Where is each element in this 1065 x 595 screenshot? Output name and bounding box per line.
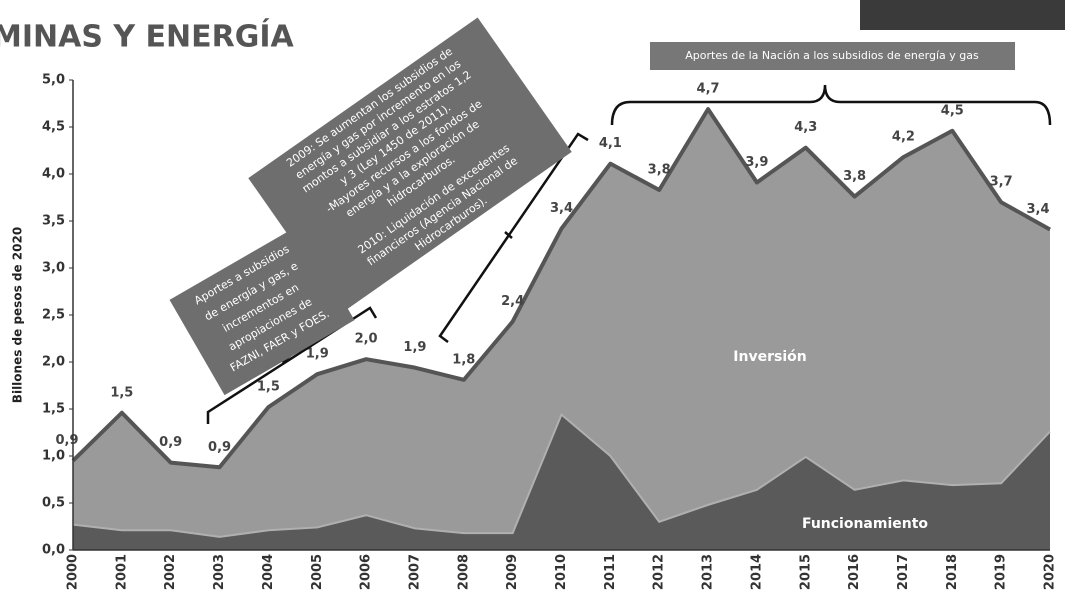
bracket [438,132,589,343]
x-tick-label: 2005 [310,554,325,590]
x-tick-label: 2000 [66,554,81,590]
data-label: 0,9 [55,433,78,448]
data-label: 3,8 [648,162,671,177]
data-label: 2,4 [501,294,524,309]
x-tick-label: 2018 [945,554,960,590]
series-line [72,412,1051,538]
data-label: 1,8 [452,352,475,367]
photo [860,0,1065,30]
y-tick-label: 2,0 [42,355,65,370]
data-label: 0,9 [208,440,231,455]
data-label: 3,8 [843,169,866,184]
data-label: 2,0 [355,332,378,347]
y-tick-label: 1,5 [42,402,65,417]
x-tick-label: 2003 [212,554,227,590]
y-tick-label: 2,5 [42,308,65,323]
area [73,414,1050,550]
data-label: 1,5 [110,385,133,400]
series-label: Inversión [733,349,806,365]
x-tick-label: 2006 [359,554,374,590]
y-axis-label: Billones de pesos de 2020 [11,227,25,403]
data-label: 1,9 [306,347,329,362]
total-line [71,107,1051,470]
x-tick-label: 2020 [1043,554,1058,590]
x-tick-label: 2017 [896,554,911,590]
data-label: 3,7 [990,175,1013,190]
x-tick-label: 2016 [847,554,862,590]
annotation-box: Aportes de la Nación a los subsidios de … [650,42,1015,70]
data-label: 1,5 [257,380,280,395]
data-label: 1,9 [403,340,426,355]
x-tick-label: 2015 [798,554,813,590]
x-tick-label: 2004 [261,554,276,590]
data-label: 3,4 [1026,202,1049,217]
plot: 0,0 0,5 1,0 1,5 2,0 2,5 3,0 3,5 4,0 4,5 5,0 0,9 1,5 0… [42,73,1058,591]
chart-title: MINAS Y ENERGÍA [0,19,295,55]
x-tick-label: 2012 [652,554,667,590]
x-tick-label: 2011 [603,554,618,590]
x-tick-label: 2010 [554,554,569,590]
x-tick-label: 2008 [456,554,471,590]
y-tick-label: 5,0 [42,73,65,88]
x-tick-label: 2002 [163,554,178,590]
data-label: 4,5 [941,103,964,118]
data-label: 3,4 [550,201,573,216]
y-tick-label: 4,5 [42,120,65,135]
x-tick-label: 2007 [407,554,422,590]
data-label: 4,2 [892,130,915,145]
series-label: Funcionamiento [802,516,928,532]
y-tick-label: 3,5 [42,214,65,229]
y-tick-label: 0,0 [42,543,65,558]
x-tick-label: 2009 [505,554,520,590]
area [73,109,1050,537]
y-tick-label: 0,5 [42,496,65,511]
data-label: 4,7 [697,82,720,97]
y-tick-label: 3,0 [42,261,65,276]
x-tick-label: 2013 [701,554,716,590]
y-tick-label: 1,0 [42,449,65,464]
x-tick-label: 2014 [749,554,764,590]
data-label: 4,1 [599,136,622,151]
x-tick-label: 2001 [114,554,129,590]
data-label: 3,9 [745,155,768,170]
x-tick-label: 2019 [994,554,1009,590]
y-tick-label: 4,0 [42,167,65,182]
annotation-box: 2009: Se aumentan los subsidios deenergí… [248,17,572,313]
data-label: 0,9 [159,435,182,450]
data-label: 4,3 [794,120,817,135]
brace [610,84,1052,126]
annotation-text: Aportes de la Nación a los subsidios de … [685,49,979,62]
